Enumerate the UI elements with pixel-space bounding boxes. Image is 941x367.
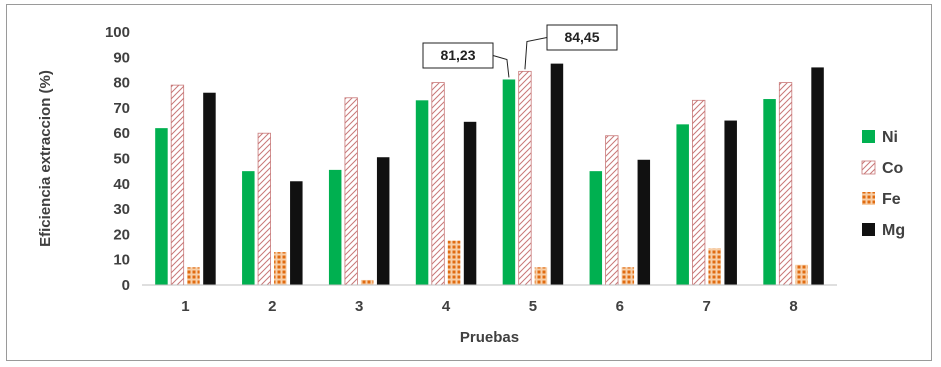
- bar-fe-3: [360, 279, 374, 285]
- bar-fe-1: [187, 267, 200, 285]
- bar-co-8: [778, 82, 793, 286]
- bar-fe-5: [534, 267, 548, 285]
- bar-ni-1: [155, 128, 168, 285]
- legend-label-ni: Ni: [882, 129, 898, 146]
- y-tick-label: 70: [113, 100, 130, 117]
- y-tick-label: 90: [113, 49, 130, 66]
- x-axis-ticks: 1 2 3 4 5 6 7 8: [181, 298, 797, 315]
- bar-ni-2: [242, 171, 255, 285]
- x-tick-label: 3: [355, 298, 363, 315]
- legend-swatch-ni: [862, 130, 875, 143]
- bar-mg-7: [724, 120, 737, 285]
- callout-label: 81,23: [440, 47, 475, 63]
- bar-co-1: [170, 84, 185, 286]
- x-tick-label: 8: [789, 298, 797, 315]
- legend-swatch-mg: [862, 223, 875, 236]
- bar-co-3: [344, 97, 358, 286]
- bar-fe-2: [274, 252, 287, 285]
- bar-co-5: [518, 70, 532, 286]
- bar-co-2: [257, 132, 271, 286]
- bar-mg-1: [203, 92, 216, 285]
- bar-ni-5: [502, 79, 516, 285]
- y-tick-label: 10: [113, 252, 130, 269]
- y-tick-label: 100: [105, 24, 130, 41]
- y-axis-ticks: 0 10 20 30 40 50 60 70 80 90 100: [105, 24, 130, 294]
- y-tick-label: 30: [113, 201, 130, 218]
- y-tick-label: 80: [113, 75, 130, 92]
- bar-ni-4: [415, 100, 429, 285]
- y-tick-label: 50: [113, 151, 130, 168]
- bar-mg-2: [290, 181, 303, 285]
- bar-mg-4: [463, 121, 477, 285]
- x-tick-label: 2: [268, 298, 276, 315]
- y-tick-label: 0: [122, 277, 130, 294]
- bars: [155, 63, 824, 286]
- legend-label-co: Co: [882, 160, 904, 177]
- x-tick-label: 6: [616, 298, 624, 315]
- bar-co-6: [605, 135, 619, 286]
- x-tick-label: 1: [181, 298, 189, 315]
- callout-label: 84,45: [564, 29, 599, 45]
- legend-swatch-co: [861, 160, 876, 175]
- bar-fe-8: [795, 264, 808, 285]
- bar-co-4: [431, 82, 445, 286]
- bar-fe-7: [708, 248, 721, 285]
- x-tick-label: 5: [529, 298, 537, 315]
- bar-ni-3: [328, 169, 342, 285]
- callouts: 81,23 84,45: [422, 24, 618, 78]
- y-tick-label: 60: [113, 125, 130, 142]
- y-tick-label: 40: [113, 176, 130, 193]
- chart-frame: 0 10 20 30 40 50 60 70 80 90 100 1 2 3 4 5 6 7 8 Eficienc…: [6, 4, 932, 361]
- bar-ni-6: [589, 171, 603, 285]
- callout-leader: [524, 37, 548, 70]
- bar-ni-7: [676, 124, 689, 285]
- bar-mg-8: [811, 67, 824, 285]
- callout-box: [546, 24, 618, 51]
- bar-co-7: [692, 99, 706, 286]
- y-axis-title: Eficiencia extraccion (%): [37, 70, 54, 247]
- bar-fe-4: [447, 240, 461, 285]
- bar-mg-6: [637, 159, 651, 285]
- legend-swatch-fe: [862, 192, 875, 205]
- legend: Ni Co Fe Mg: [861, 129, 905, 239]
- y-tick-label: 20: [113, 226, 130, 243]
- legend-label-fe: Fe: [882, 191, 901, 208]
- legend-label-mg: Mg: [882, 222, 905, 239]
- callout-leader: [492, 55, 510, 78]
- bar-ni-8: [763, 99, 776, 285]
- bar-mg-3: [376, 157, 390, 285]
- bar-chart: 0 10 20 30 40 50 60 70 80 90 100 1 2 3 4 5 6 7 8 Eficienc…: [37, 24, 905, 346]
- x-tick-label: 4: [442, 298, 451, 315]
- bar-mg-5: [550, 63, 564, 285]
- callout-box: [422, 42, 494, 69]
- x-axis-title: Pruebas: [460, 329, 519, 346]
- bar-fe-6: [621, 267, 635, 285]
- x-tick-label: 7: [703, 298, 711, 315]
